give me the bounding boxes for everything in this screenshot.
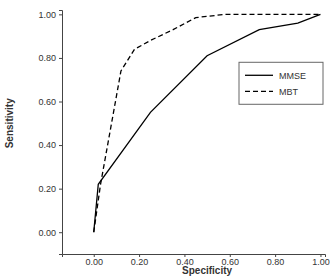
series-line (94, 14, 321, 232)
tick: 0.60 (38, 97, 62, 107)
tick-label: 0.20 (38, 184, 56, 194)
legend: MMSE MBT (239, 62, 323, 104)
tick-label: 0.20 (131, 257, 149, 267)
tick-mark (59, 232, 62, 233)
tick: 0.20 (131, 254, 149, 267)
chart: 0.000.200.400.600.801.000.000.200.400.60… (0, 0, 335, 276)
tick-mark (59, 102, 62, 103)
tick: 0.20 (38, 184, 62, 194)
tick: 0.80 (267, 254, 285, 267)
tick: 0.00 (85, 254, 103, 267)
tick: 0.40 (38, 140, 62, 150)
legend-label: MBT (279, 87, 299, 97)
x-axis-title: Specificity (182, 265, 232, 276)
tick-mark (59, 14, 62, 15)
tick: 1.00 (312, 254, 330, 267)
tick-label: 1.00 (38, 10, 56, 20)
legend-swatch (245, 75, 273, 76)
tick-label: 0.80 (267, 257, 285, 267)
tick: 0.00 (38, 228, 62, 238)
lines (94, 14, 321, 232)
legend-label: MMSE (279, 71, 306, 81)
tick-label: 0.80 (38, 53, 56, 63)
y-axis-title: Sensitivity (4, 98, 15, 148)
tick-mark (59, 189, 62, 190)
tick: 1.00 (38, 10, 62, 20)
plot: 0.000.200.400.600.801.000.000.200.400.60… (38, 10, 329, 268)
legend-swatch (245, 91, 273, 92)
tick: 0.80 (38, 53, 62, 63)
tick-label: 1.00 (312, 257, 330, 267)
tick-mark (59, 145, 62, 146)
tick-label: 0.60 (38, 97, 56, 107)
tick-mark (59, 58, 62, 59)
tick-label: 0.00 (38, 228, 56, 238)
axis-line (59, 11, 63, 255)
legend-box (239, 62, 323, 104)
series-line (94, 14, 321, 232)
tick-label: 0.00 (85, 257, 103, 267)
y-axis: 0.00 0.20 0.40 0.60 0.80 1.00 (38, 10, 62, 255)
tick-label: 0.40 (38, 140, 56, 150)
